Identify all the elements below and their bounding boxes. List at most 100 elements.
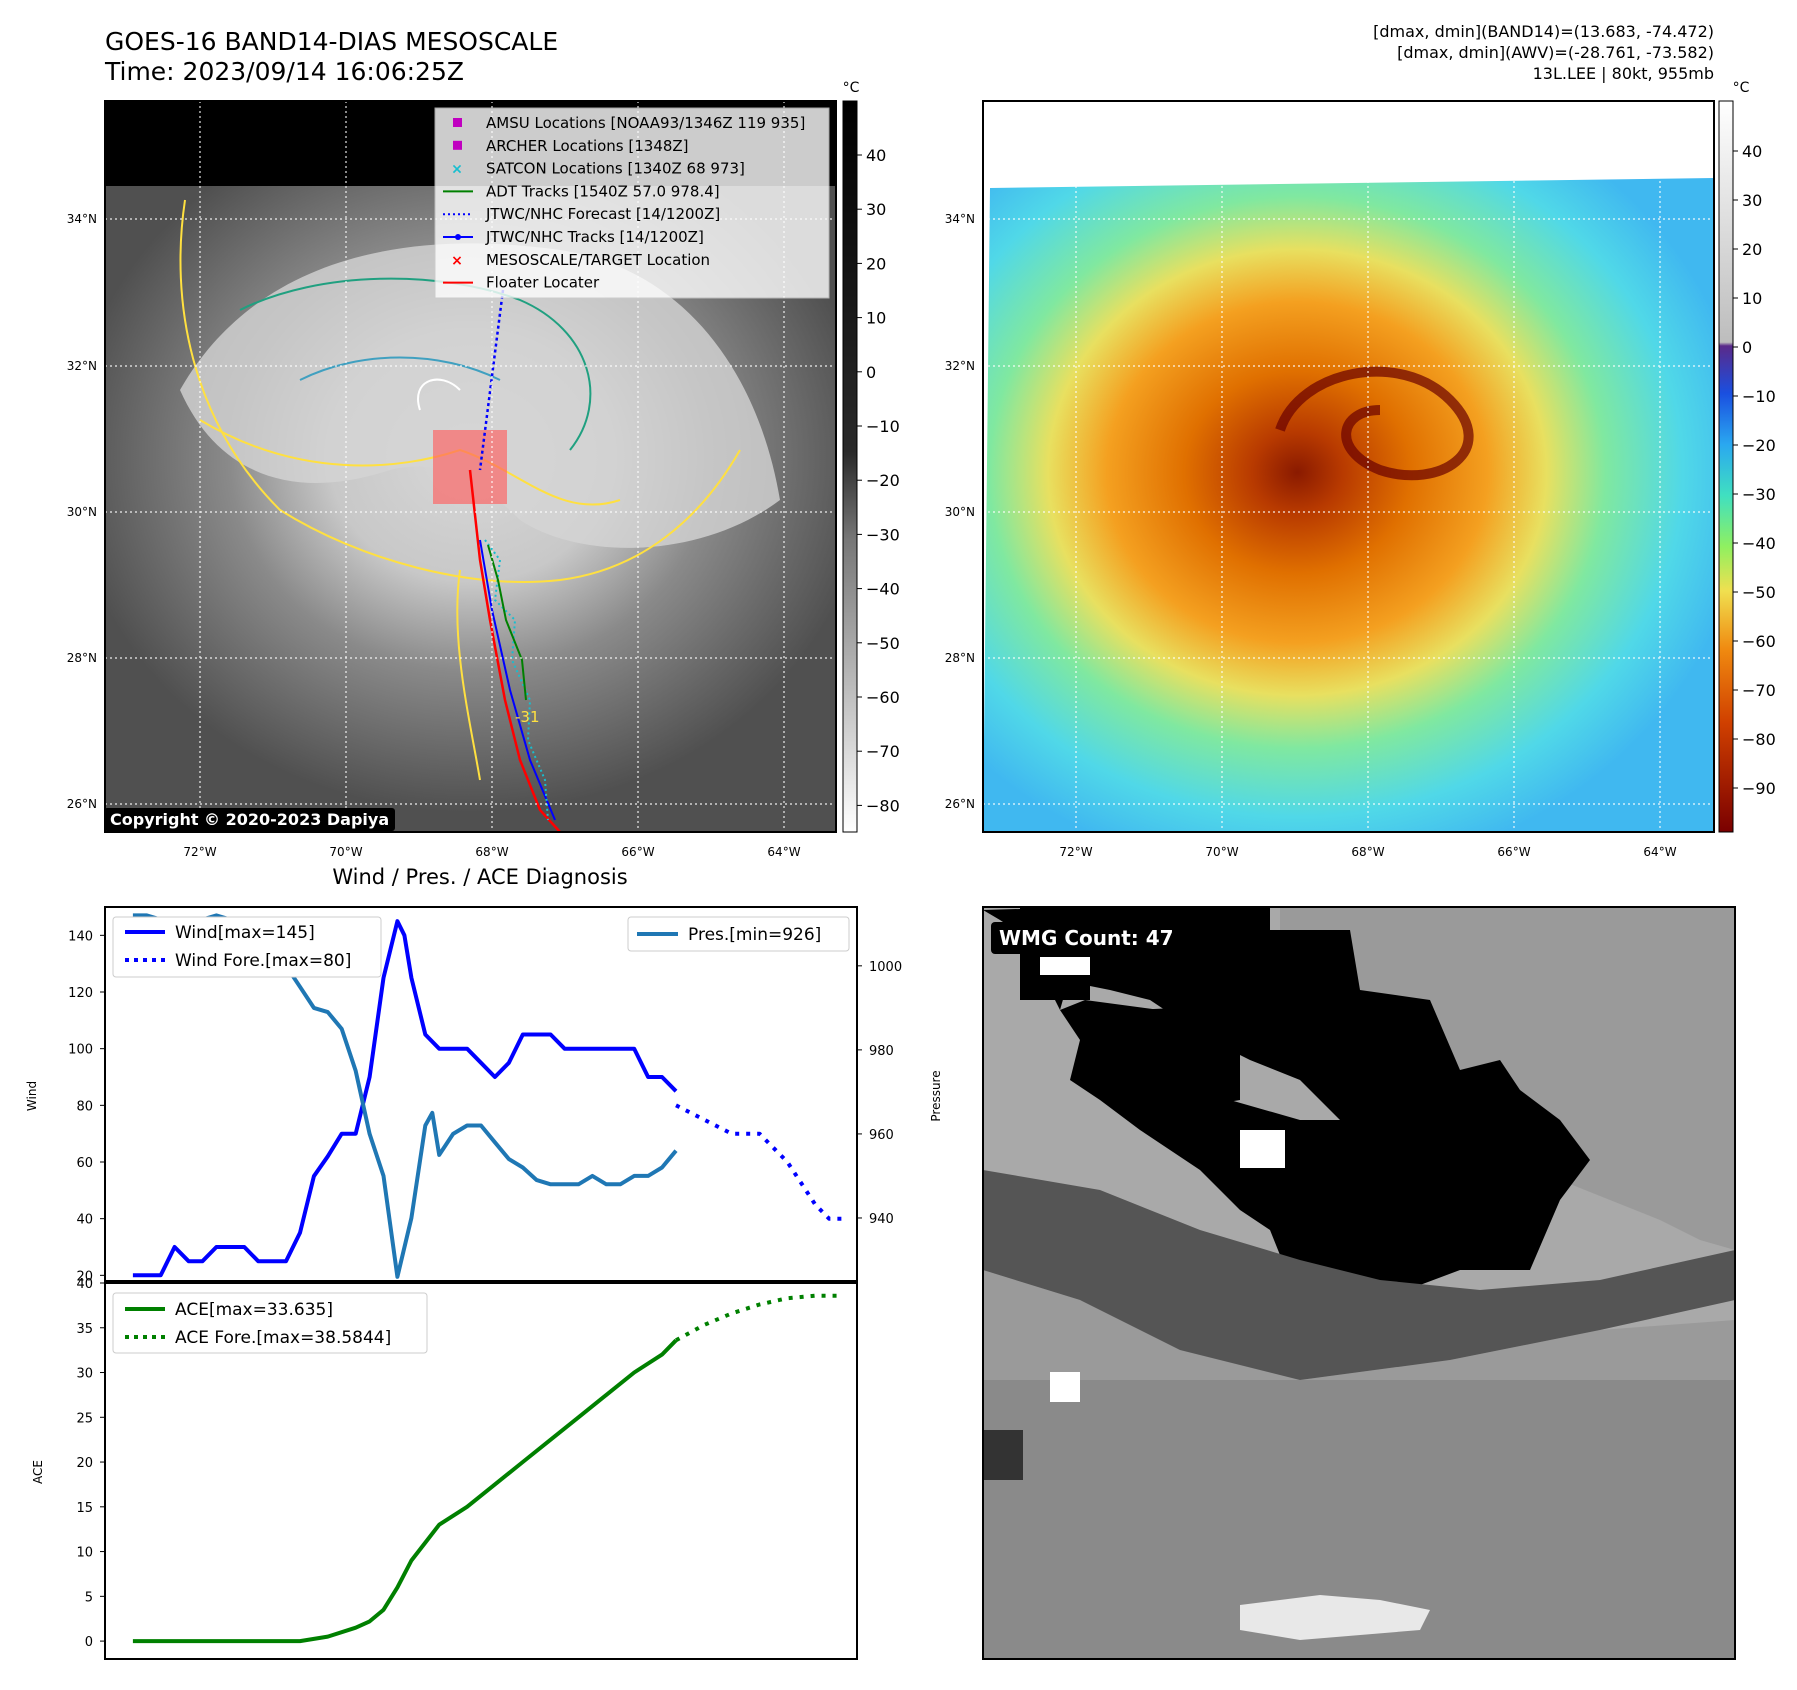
colorbar-tick-label: −30 [1742, 485, 1776, 504]
y-tick-label: 960 [869, 1128, 894, 1143]
y-tick-label: 100 [68, 1043, 93, 1058]
wmg-panel [983, 907, 1735, 1659]
y-tick-label: 40 [76, 1277, 93, 1292]
lon-label: 64°W [1643, 845, 1676, 859]
legend-entry: AMSU Locations [NOAA93/1346Z 119 935] [453, 114, 805, 132]
copyright-badge: Copyright © 2020-2023 Dapiya [104, 808, 396, 831]
lat-label: 32°N [67, 359, 97, 373]
colorbar-tick-label: −50 [1742, 583, 1776, 602]
colorbar-tick-label: −70 [1742, 681, 1776, 700]
contour-label-left: -31 [515, 708, 540, 726]
ace-ylabel: ACE [31, 1460, 45, 1484]
lon-label: 68°W [475, 845, 508, 859]
colorbar-tick-label: −80 [1742, 730, 1776, 749]
wv-moisture-field [983, 178, 1714, 832]
lat-label: 26°N [945, 797, 975, 811]
y-tick-label: 1000 [869, 960, 902, 975]
legend-label: ADT Tracks [1540Z 57.0 978.4] [486, 182, 720, 200]
legend-entry: ARCHER Locations [1348Z] [453, 137, 689, 155]
colorbar-tick-label: −30 [866, 525, 900, 544]
pressure-legend: Pres.[min=926] [627, 916, 850, 952]
colorbar-tick-label: 0 [1742, 338, 1752, 357]
colorbar-tick-label: −80 [866, 796, 900, 815]
forecast-track [478, 289, 505, 471]
y-tick-label: 30 [76, 1367, 93, 1382]
legend-dot [455, 234, 461, 240]
y-tick-label: 25 [76, 1411, 93, 1426]
wv-colorbar-unit: °C [1733, 80, 1750, 96]
y-tick-label: 35 [76, 1322, 93, 1337]
colorbar-tick-label: 40 [866, 146, 886, 165]
lat-label: 30°N [67, 505, 97, 519]
storm-info: 13L.LEE | 80kt, 955mb [1532, 64, 1714, 83]
legend-label: AMSU Locations [NOAA93/1346Z 119 935] [486, 114, 805, 132]
legend-ace-fore: ACE Fore.[max=38.5844] [175, 1328, 391, 1348]
colorbar-tick-label: −20 [1742, 436, 1776, 455]
colorbar-tick-label: 30 [1742, 191, 1762, 210]
legend-pressure: Pres.[min=926] [688, 925, 821, 945]
ace-legend: ACE[max=33.635] ACE Fore.[max=38.5844] [112, 1292, 428, 1354]
lon-label: 66°W [1497, 845, 1530, 859]
y-tick-label: 20 [76, 1456, 93, 1471]
y-tick-label: 120 [68, 986, 93, 1001]
legend-label: SATCON Locations [1340Z 68 973] [486, 160, 745, 178]
band14-range: [dmax, dmin](BAND14)=(13.683, -74.472) [1373, 22, 1714, 41]
mesoscale-target-box [433, 430, 507, 504]
legend-label: Floater Locater [486, 274, 600, 292]
legend-ace: ACE[max=33.635] [175, 1300, 333, 1320]
lat-label: 34°N [945, 212, 975, 226]
y-tick-label: 140 [68, 929, 93, 944]
diagnosis-title: Wind / Pres. / ACE Diagnosis [332, 865, 627, 889]
awv-range: [dmax, dmin](AWV)=(-28.761, -73.582) [1397, 43, 1714, 62]
lat-label: 32°N [945, 359, 975, 373]
series-line [132, 1338, 678, 1644]
lon-label: 64°W [767, 845, 800, 859]
legend-x-marker: × [451, 162, 463, 178]
figure-time: Time: 2023/09/14 16:06:25Z [105, 57, 464, 86]
colorbar-tick-label: −40 [1742, 534, 1776, 553]
y-tick-label: 20 [76, 1269, 93, 1284]
legend-entry: ADT Tracks [1540Z 57.0 978.4] [443, 182, 720, 200]
lat-label: 26°N [67, 797, 97, 811]
series-forecast-line [675, 1103, 844, 1221]
y-tick-label: 0 [85, 1635, 93, 1650]
floater-locater-track [468, 469, 561, 832]
legend-entry: Floater Locater [443, 274, 600, 292]
colorbar-tick-label: −90 [1742, 779, 1776, 798]
colorbar-tick-label: 20 [866, 254, 886, 273]
lat-label: 28°N [945, 651, 975, 665]
legend-square-marker [453, 118, 462, 127]
y-tick-label: 80 [76, 1099, 93, 1114]
pressure-ylabel: Pressure [929, 1070, 943, 1121]
wmg-count-badge: WMG Count: 47 [991, 922, 1182, 954]
y-tick-label: 40 [76, 1213, 93, 1228]
wind-ylabel: Wind [25, 1081, 39, 1111]
ir-colorbar [842, 100, 858, 833]
y-tick-label: 60 [76, 1156, 93, 1171]
legend-wind: Wind[max=145] [175, 923, 315, 943]
adt-track [487, 544, 527, 701]
colorbar-tick-label: −60 [866, 688, 900, 707]
legend-square-marker [453, 140, 462, 150]
lat-label: 30°N [945, 505, 975, 519]
colorbar-tick-label: 10 [1742, 289, 1762, 308]
legend-label: JTWC/NHC Tracks [14/1200Z] [485, 228, 704, 246]
satcon-track [484, 539, 549, 821]
legend-wind-fore: Wind Fore.[max=80] [175, 951, 351, 971]
lat-label: 28°N [67, 651, 97, 665]
series-forecast-line [675, 1293, 844, 1343]
colorbar-tick-label: 0 [866, 363, 876, 382]
lon-label: 66°W [621, 845, 654, 859]
lon-label: 68°W [1351, 845, 1384, 859]
y-tick-label: 940 [869, 1212, 894, 1227]
nhc-track [479, 539, 556, 821]
y-tick-label: 15 [76, 1501, 93, 1516]
colorbar-tick-label: 30 [866, 200, 886, 219]
colorbar-tick-label: −10 [1742, 387, 1776, 406]
legend-entry: × MESOSCALE/TARGET Location [451, 251, 710, 269]
lon-label: 70°W [329, 845, 362, 859]
wv-colorbar [1718, 100, 1734, 833]
y-tick-label: 5 [85, 1590, 93, 1605]
colorbar-tick-label: −10 [866, 417, 900, 436]
